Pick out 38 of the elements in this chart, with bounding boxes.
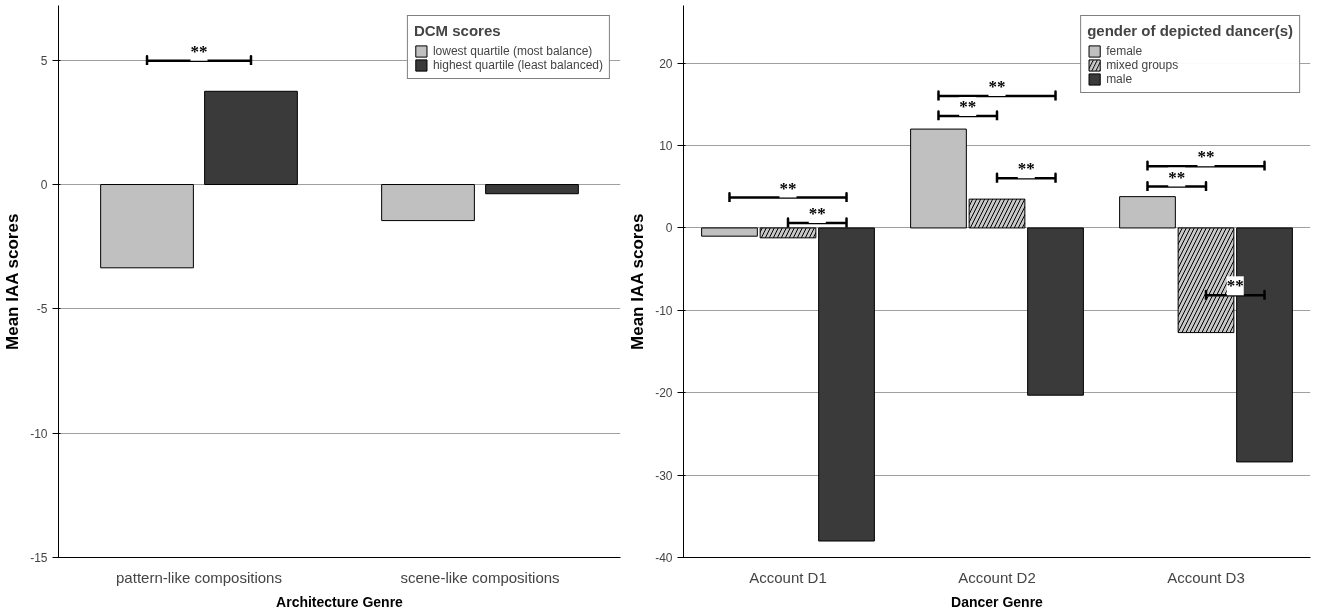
legend-title: gender of depicted dancer(s) bbox=[1087, 22, 1293, 39]
y-tick-label: -20 bbox=[655, 386, 673, 401]
annotation: ** bbox=[190, 41, 208, 61]
legend-title: DCM scores bbox=[413, 22, 502, 39]
legend-label: highest quartile (least balanced) bbox=[432, 58, 603, 72]
x-tick-label: Account D2 bbox=[958, 568, 1036, 586]
annotation: ** bbox=[1197, 147, 1215, 167]
legend-label: male bbox=[1106, 72, 1133, 86]
y-tick-label: -40 bbox=[655, 551, 673, 565]
x-tick-label: Account D3 bbox=[1167, 568, 1245, 586]
annotation: ** bbox=[808, 203, 826, 223]
x-tick-label: pattern-like compositions bbox=[116, 568, 282, 586]
annotation: ** bbox=[988, 77, 1006, 97]
y-tick-label: -30 bbox=[655, 468, 673, 483]
annotation: ** bbox=[1017, 159, 1035, 179]
y-axis-title: Mean IAA scores bbox=[3, 213, 23, 350]
annotation: ** bbox=[1226, 276, 1244, 296]
legend-label: mixed groups bbox=[1106, 58, 1179, 72]
y-tick-label: -10 bbox=[655, 303, 673, 318]
y-tick-label: 10 bbox=[659, 139, 673, 154]
annotation: ** bbox=[779, 178, 797, 198]
y-tick-label: 20 bbox=[659, 56, 673, 71]
y-tick-label: 0 bbox=[40, 178, 48, 193]
y-tick-label: 5 bbox=[40, 53, 48, 68]
y-tick-label: -10 bbox=[30, 426, 48, 441]
legend-label: female bbox=[1106, 44, 1143, 58]
x-axis-title: Dancer Genre bbox=[951, 593, 1044, 610]
x-tick-label: Account D1 bbox=[749, 568, 827, 586]
annotation: ** bbox=[1168, 167, 1186, 187]
legend-label: lowest quartile (most balance) bbox=[432, 44, 593, 58]
annotation: ** bbox=[959, 96, 977, 116]
y-tick-label: 0 bbox=[665, 221, 673, 236]
y-axis-title: Mean IAA scores bbox=[628, 213, 648, 350]
y-tick-label: -15 bbox=[30, 551, 48, 565]
bar bbox=[1119, 196, 1176, 229]
x-tick-label: scene-like compositions bbox=[400, 568, 560, 586]
x-axis-title: Architecture Genre bbox=[276, 593, 404, 610]
y-tick-label: -5 bbox=[36, 302, 48, 317]
